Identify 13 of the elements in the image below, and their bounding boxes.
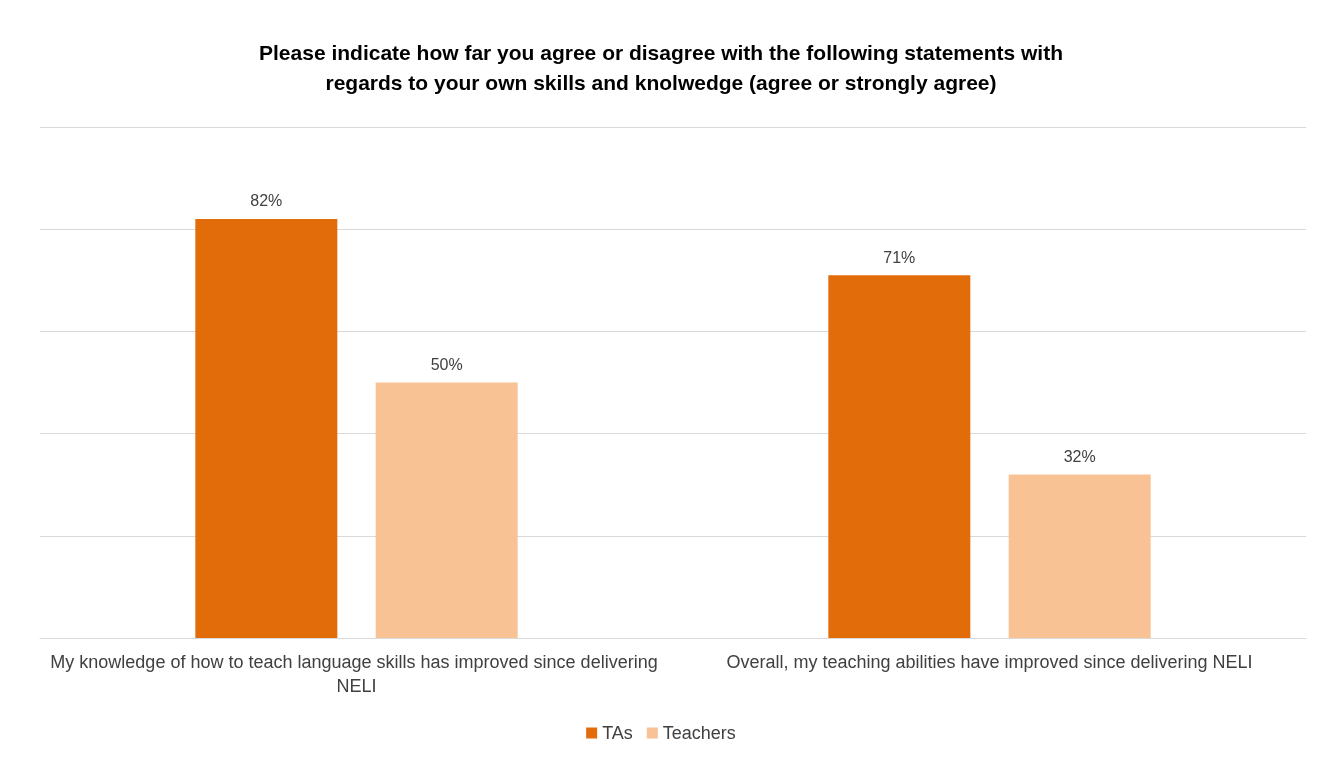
bar bbox=[195, 218, 338, 638]
data-label: 82% bbox=[250, 192, 283, 210]
legend-label: Teachers bbox=[662, 723, 736, 743]
data-label: 71% bbox=[883, 248, 916, 266]
data-label: 50% bbox=[430, 356, 463, 373]
legend-label: TAs bbox=[602, 723, 633, 743]
chart-title: Please indicate how far you agree or disagree with the following statements with regards to your own skills and knolwedge (agree or strongly agree) bbox=[258, 40, 1064, 94]
x-tick-label: Overall, my teaching abilities have improved since delivering NELI bbox=[726, 652, 1253, 672]
data-label: 32% bbox=[1063, 447, 1096, 465]
bar bbox=[1008, 474, 1151, 638]
bar bbox=[828, 275, 971, 638]
bar bbox=[375, 382, 518, 638]
x-tick-label: My knowledge of how to teach language skills has improved since delivering NELI bbox=[50, 652, 663, 696]
